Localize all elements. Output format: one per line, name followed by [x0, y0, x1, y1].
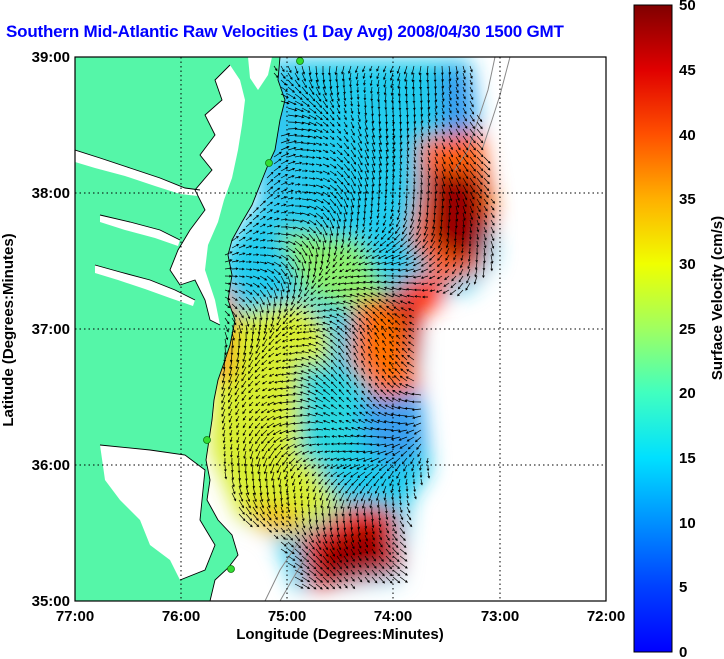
x-tick-label: 72:00 — [587, 608, 625, 625]
colorbar-tick-label: 35 — [679, 191, 696, 208]
colorbar — [633, 4, 673, 653]
colorbar-label: Surface Velocity (cm/s) — [709, 216, 724, 380]
velocity-field — [210, 60, 495, 590]
station-markers — [203, 57, 304, 573]
colorbar-tick-label: 10 — [679, 515, 696, 532]
x-axis-ticks: 77:00 76:00 75:00 74:00 73:00 72:00 — [56, 608, 625, 625]
x-axis-label: Longitude (Degrees:Minutes) — [236, 626, 444, 643]
colorbar-tick-label: 50 — [679, 0, 696, 14]
colorbar-tick-label: 40 — [679, 127, 696, 144]
y-tick-label: 36:00 — [32, 457, 70, 474]
x-tick-label: 75:00 — [268, 608, 306, 625]
x-tick-label: 77:00 — [56, 608, 94, 625]
y-tick-label: 37:00 — [32, 321, 70, 338]
map-title: Southern Mid-Atlantic Raw Velocities (1 … — [6, 22, 564, 41]
bathymetry-contours — [264, 57, 511, 601]
chesapeake-bay — [170, 65, 245, 325]
colorbar-tick-label: 5 — [679, 579, 687, 596]
x-tick-label: 76:00 — [162, 608, 200, 625]
y-axis-ticks: 39:00 38:00 37:00 36:00 35:00 — [32, 49, 70, 610]
y-tick-label: 39:00 — [32, 49, 70, 66]
delaware-bay — [248, 57, 272, 90]
station-marker — [203, 436, 211, 444]
station-marker — [296, 57, 304, 65]
colorbar-tick-label: 20 — [679, 385, 696, 402]
rappahannock-river — [100, 215, 180, 246]
colorbar-tick-label: 0 — [679, 644, 687, 659]
y-tick-label: 35:00 — [32, 593, 70, 610]
x-tick-label: 74:00 — [374, 608, 412, 625]
colorbar-tick-label: 15 — [679, 450, 696, 467]
colorbar-ticks: 50 45 40 35 30 25 20 15 10 5 0 — [679, 0, 696, 659]
station-marker — [265, 159, 273, 167]
pamlico-sound — [100, 445, 215, 580]
colorbar-tick-label: 25 — [679, 321, 696, 338]
velocity-arrow — [221, 65, 496, 590]
colorbar-tick-label: 45 — [679, 62, 696, 79]
potomac-river — [75, 150, 200, 196]
plot-frame — [74, 56, 607, 602]
x-tick-label: 73:00 — [481, 608, 519, 625]
y-tick-label: 38:00 — [32, 185, 70, 202]
station-marker — [227, 565, 235, 573]
y-axis-label: Latitude (Degrees:Minutes) — [0, 233, 17, 426]
york-james-rivers — [95, 265, 195, 306]
colorbar-tick-label: 30 — [679, 256, 696, 273]
velocity-vectors — [221, 65, 496, 590]
